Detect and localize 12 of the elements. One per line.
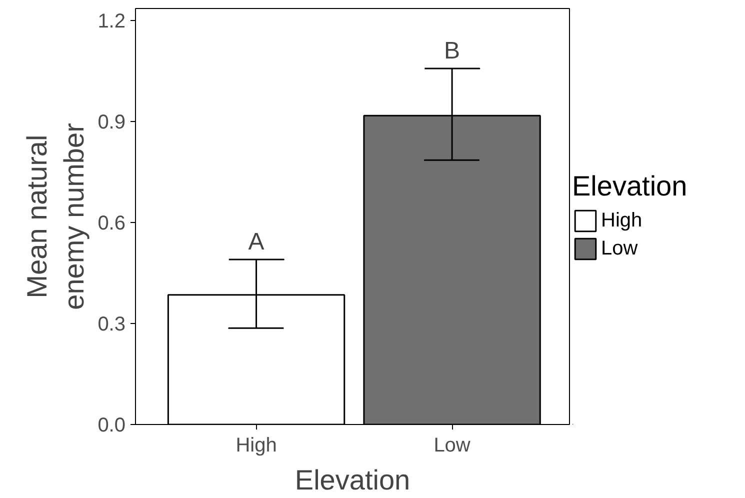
legend-label: High (601, 209, 642, 232)
y-axis-title: Mean natural enemy number (21, 123, 90, 310)
y-tick-label: 0.6 (98, 212, 126, 234)
legend-title: Elevation (294, 464, 410, 496)
annotation: B (444, 37, 460, 64)
y-tick-label: 1.2 (98, 10, 126, 32)
legend-label: Low (601, 237, 638, 260)
x-axis-title: Elevation (572, 170, 688, 202)
y-tick-label: 0.3 (98, 313, 126, 336)
y-tick-label: 0.0 (98, 414, 126, 436)
annotation: A (248, 228, 264, 256)
y-tick-label: 0.9 (98, 111, 126, 134)
